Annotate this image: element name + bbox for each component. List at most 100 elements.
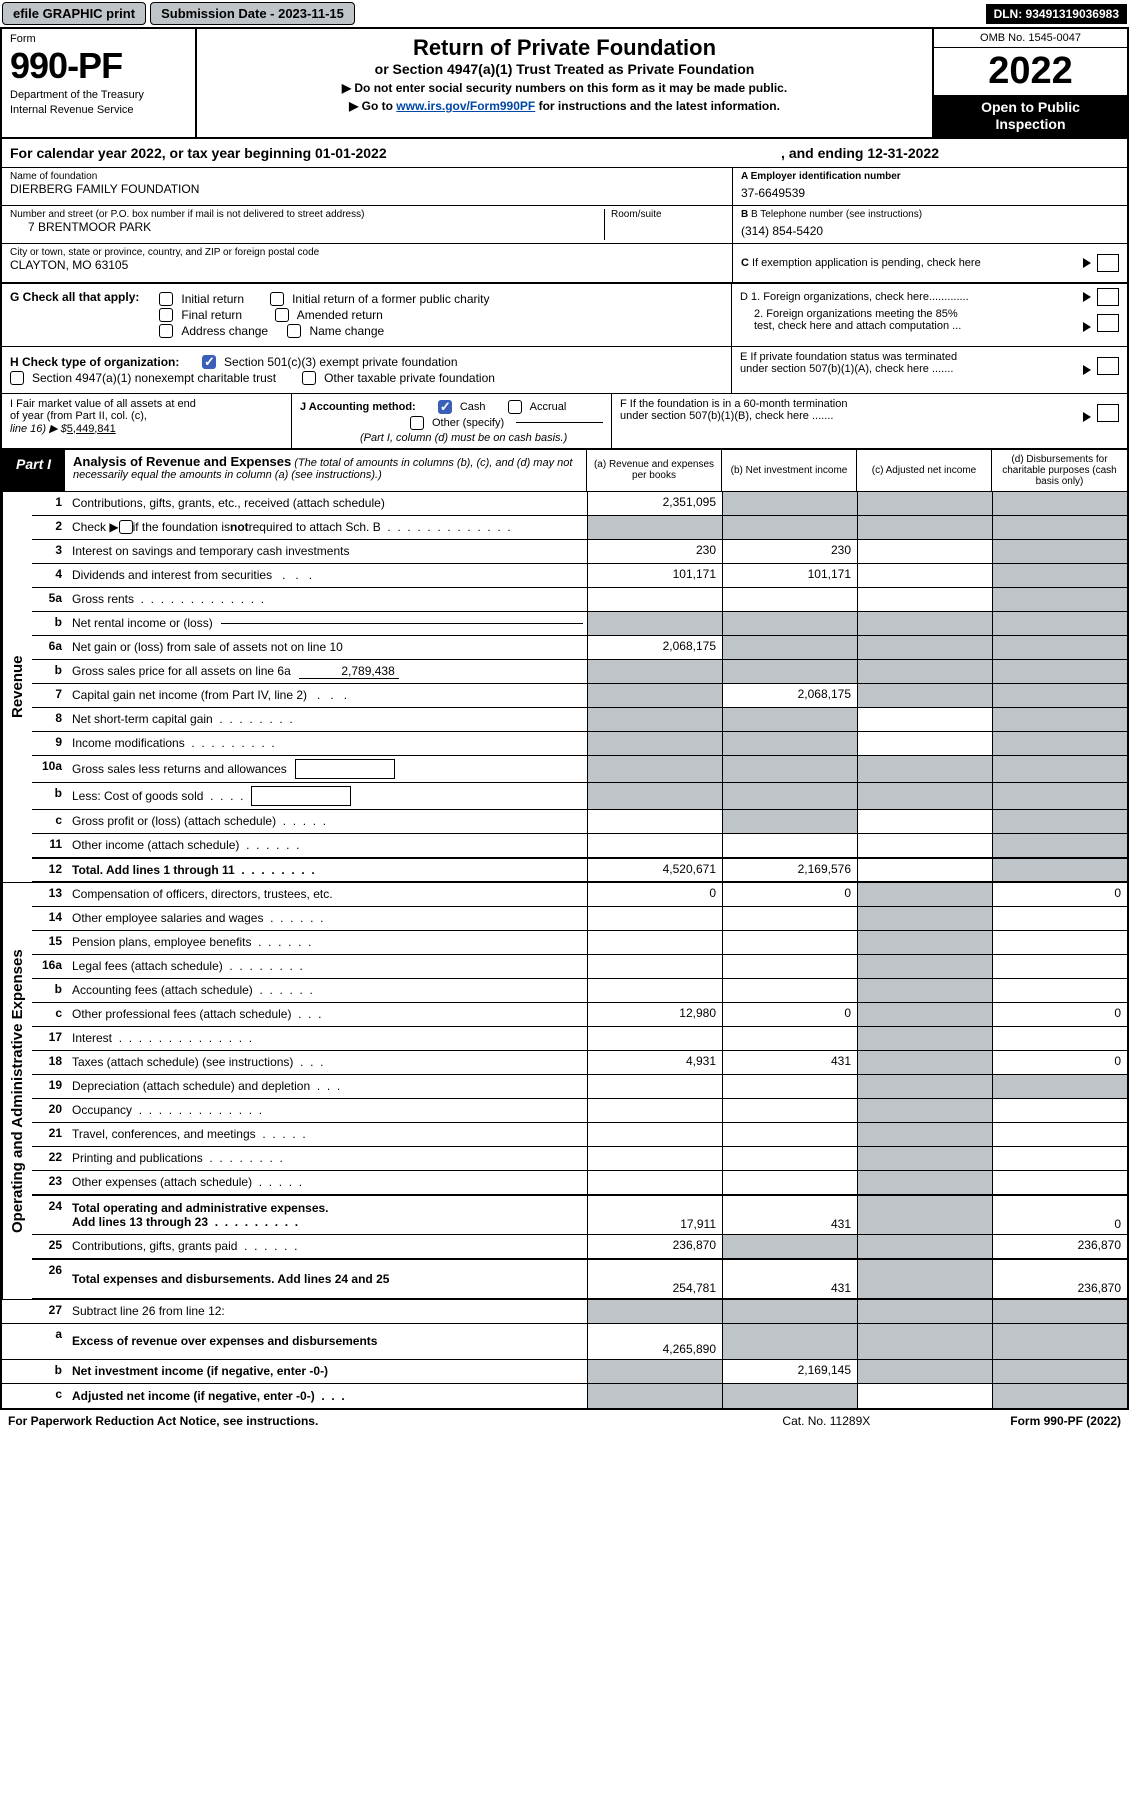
r16a-c bbox=[857, 955, 992, 978]
j-label: J Accounting method: bbox=[300, 401, 416, 413]
g-o2: Initial return of a former public charit… bbox=[292, 292, 489, 306]
g-cb-initial[interactable] bbox=[159, 292, 173, 306]
city-label: City or town, state or province, country… bbox=[10, 247, 724, 258]
desc-25-txt: Contributions, gifts, grants paid bbox=[72, 1239, 237, 1253]
g-cb-namechg[interactable] bbox=[287, 324, 301, 338]
row-14: 14Other employee salaries and wages . . … bbox=[32, 907, 1127, 931]
g-o4: Amended return bbox=[297, 308, 383, 322]
e-checkbox[interactable] bbox=[1097, 357, 1119, 375]
g-cb-amended[interactable] bbox=[275, 308, 289, 322]
ln-24: 24 bbox=[32, 1196, 68, 1234]
r23-a bbox=[587, 1171, 722, 1194]
title-main: Return of Private Foundation bbox=[207, 35, 922, 61]
r12-d bbox=[992, 859, 1127, 881]
addr-val: 7 BRENTMOOR PARK bbox=[10, 220, 364, 234]
row-13: 13Compensation of officers, directors, t… bbox=[32, 883, 1127, 907]
desc-24: Total operating and administrative expen… bbox=[68, 1196, 587, 1234]
r12-b: 2,169,576 bbox=[722, 859, 857, 881]
r24-d: 0 bbox=[992, 1196, 1127, 1234]
desc-19: Depreciation (attach schedule) and deple… bbox=[68, 1075, 587, 1098]
row-5a: 5aGross rents . . . . . . . . . . . . . bbox=[32, 588, 1127, 612]
desc-4-txt: Dividends and interest from securities bbox=[72, 568, 272, 582]
r18-c bbox=[857, 1051, 992, 1074]
j-cb-cash[interactable] bbox=[438, 400, 452, 414]
h-o2: Section 4947(a)(1) nonexempt charitable … bbox=[32, 371, 276, 385]
col-c-head: (c) Adjusted net income bbox=[857, 450, 992, 491]
h-cb-other[interactable] bbox=[302, 371, 316, 385]
row-27-block: 27Subtract line 26 from line 12: aExcess… bbox=[2, 1299, 1127, 1408]
g-o3: Final return bbox=[181, 308, 242, 322]
r4-b: 101,171 bbox=[722, 564, 857, 587]
topbar: efile GRAPHIC print Submission Date - 20… bbox=[0, 0, 1129, 27]
desc-23-txt: Other expenses (attach schedule) bbox=[72, 1175, 252, 1189]
open-l2: Inspection bbox=[934, 116, 1127, 133]
i-l2: of year (from Part II, col. (c), bbox=[10, 410, 283, 422]
d1-checkbox[interactable] bbox=[1097, 288, 1119, 306]
irs-link[interactable]: www.irs.gov/Form990PF bbox=[396, 99, 535, 113]
ein-label: A Employer identification number bbox=[741, 171, 1119, 182]
row-27: 27Subtract line 26 from line 12: bbox=[2, 1300, 1127, 1324]
r21-d bbox=[992, 1123, 1127, 1146]
j-o3: Other (specify) bbox=[432, 417, 504, 429]
i-l3pre: line 16) ▶ $ bbox=[10, 423, 67, 435]
row-23: 23Other expenses (attach schedule) . . .… bbox=[32, 1171, 1127, 1195]
phone-label: B B Telephone number (see instructions) bbox=[741, 209, 1119, 220]
r16a-a bbox=[587, 955, 722, 978]
r22-c bbox=[857, 1147, 992, 1170]
r16c-c bbox=[857, 1003, 992, 1026]
r20-b bbox=[722, 1099, 857, 1122]
r6b-d bbox=[992, 660, 1127, 683]
ln-5a: 5a bbox=[32, 588, 68, 611]
desc-7: Capital gain net income (from Part IV, l… bbox=[68, 684, 587, 707]
r6b-c bbox=[857, 660, 992, 683]
desc-8-txt: Net short-term capital gain bbox=[72, 712, 213, 726]
r18-b: 431 bbox=[722, 1051, 857, 1074]
ln-3: 3 bbox=[32, 540, 68, 563]
desc-3: Interest on savings and temporary cash i… bbox=[68, 540, 587, 563]
revenue-section: Revenue 1 Contributions, gifts, grants, … bbox=[2, 492, 1127, 882]
r16b-a bbox=[587, 979, 722, 1002]
h-cb-4947[interactable] bbox=[10, 371, 24, 385]
cal-begin: For calendar year 2022, or tax year begi… bbox=[10, 145, 387, 161]
f1: F If the foundation is in a 60-month ter… bbox=[620, 398, 847, 410]
c-checkbox[interactable] bbox=[1097, 254, 1119, 272]
desc-11: Other income (attach schedule) . . . . .… bbox=[68, 834, 587, 857]
ln-6b: b bbox=[32, 660, 68, 683]
row-22: 22Printing and publications . . . . . . … bbox=[32, 1147, 1127, 1171]
open-l1: Open to Public bbox=[934, 99, 1127, 116]
desc-1: Contributions, gifts, grants, etc., rece… bbox=[68, 492, 587, 515]
j-note: (Part I, column (d) must be on cash basi… bbox=[300, 432, 603, 444]
r3-d bbox=[992, 540, 1127, 563]
r27c-b bbox=[722, 1384, 857, 1408]
desc-16a: Legal fees (attach schedule) . . . . . .… bbox=[68, 955, 587, 978]
g-cb-initial-former[interactable] bbox=[270, 292, 284, 306]
submission-btn[interactable]: Submission Date - 2023-11-15 bbox=[150, 2, 355, 25]
row-10c: cGross profit or (loss) (attach schedule… bbox=[32, 810, 1127, 834]
h-cb-501c3[interactable] bbox=[202, 355, 216, 369]
efile-btn[interactable]: efile GRAPHIC print bbox=[2, 2, 146, 25]
f-checkbox[interactable] bbox=[1097, 404, 1119, 422]
g-o1: Initial return bbox=[181, 292, 244, 306]
ln-10b: b bbox=[32, 783, 68, 809]
r14-a bbox=[587, 907, 722, 930]
r16b-d bbox=[992, 979, 1127, 1002]
j-o1: Cash bbox=[460, 401, 486, 413]
r6b-inline: 2,789,438 bbox=[299, 664, 399, 679]
desc-18-txt: Taxes (attach schedule) (see instruction… bbox=[72, 1055, 293, 1069]
row-4: 4Dividends and interest from securities … bbox=[32, 564, 1127, 588]
d2-checkbox[interactable] bbox=[1097, 314, 1119, 332]
r9-a bbox=[587, 732, 722, 755]
r5b-a bbox=[587, 612, 722, 635]
r16c-d: 0 bbox=[992, 1003, 1127, 1026]
r18-a: 4,931 bbox=[587, 1051, 722, 1074]
g-cb-addrchg[interactable] bbox=[159, 324, 173, 338]
r8-c bbox=[857, 708, 992, 731]
r2-checkbox[interactable] bbox=[119, 520, 133, 534]
j-cb-accrual[interactable] bbox=[508, 400, 522, 414]
g-label: G Check all that apply: bbox=[10, 290, 139, 304]
j-cb-other[interactable] bbox=[410, 416, 424, 430]
r9-d bbox=[992, 732, 1127, 755]
ln-6a: 6a bbox=[32, 636, 68, 659]
i-fmv: 5,449,841 bbox=[67, 423, 116, 435]
g-cb-final[interactable] bbox=[159, 308, 173, 322]
